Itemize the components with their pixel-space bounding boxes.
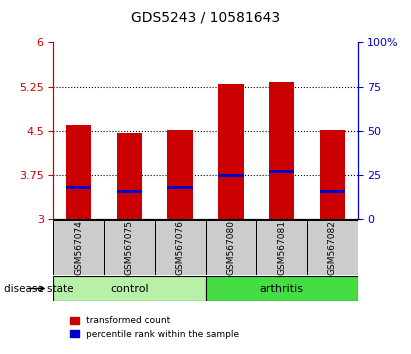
Bar <box>104 220 155 275</box>
Bar <box>66 125 91 219</box>
Bar <box>117 133 142 219</box>
Text: GDS5243 / 10581643: GDS5243 / 10581643 <box>131 11 280 25</box>
Bar <box>307 220 358 275</box>
Text: GSM567080: GSM567080 <box>226 220 236 275</box>
Bar <box>269 82 294 219</box>
Text: arthritis: arthritis <box>259 284 304 293</box>
Bar <box>168 130 193 219</box>
Bar <box>218 174 243 177</box>
Bar <box>206 276 358 301</box>
Bar <box>117 190 142 193</box>
Text: GSM567081: GSM567081 <box>277 220 286 275</box>
Text: control: control <box>110 284 149 293</box>
Text: GSM567074: GSM567074 <box>74 220 83 275</box>
Bar <box>319 190 345 193</box>
Bar <box>53 220 104 275</box>
Bar <box>269 170 294 173</box>
Legend: transformed count, percentile rank within the sample: transformed count, percentile rank withi… <box>66 313 243 342</box>
Bar <box>53 276 206 301</box>
Bar <box>155 220 206 275</box>
Text: GSM567075: GSM567075 <box>125 220 134 275</box>
Bar <box>206 220 256 275</box>
Text: disease state: disease state <box>4 284 74 293</box>
Bar <box>218 84 243 219</box>
Bar <box>66 185 91 189</box>
Text: GSM567076: GSM567076 <box>175 220 185 275</box>
Bar <box>256 220 307 275</box>
Bar <box>319 130 345 219</box>
Text: GSM567082: GSM567082 <box>328 220 337 275</box>
Bar <box>168 185 193 189</box>
